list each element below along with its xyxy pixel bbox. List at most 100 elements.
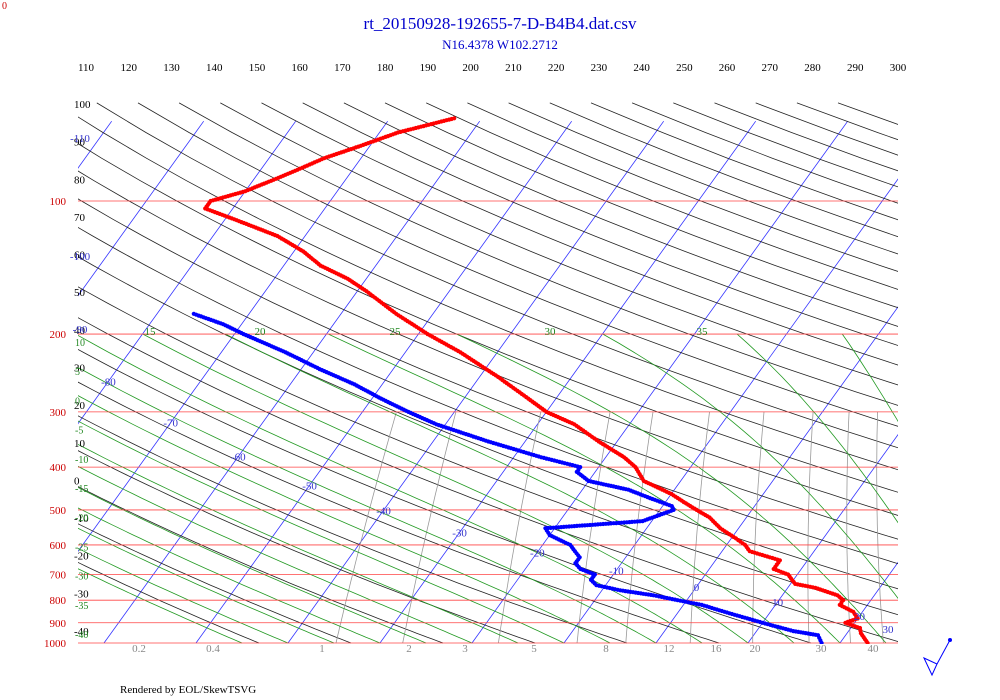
moist-adiabat-label: 15 — [145, 326, 157, 338]
moist-adiabat-label: 30 — [545, 326, 557, 338]
top-axis-tick-label: 170 — [334, 62, 351, 74]
sounding-traces — [191, 116, 870, 644]
top-axis-tick-label: 150 — [249, 62, 266, 74]
mixing-ratio-line — [876, 411, 884, 644]
mixing-ratio-line — [576, 411, 611, 644]
isotherm-value-label: 30 — [883, 624, 895, 636]
render-credit: Rendered by EOL/SkewTSVG — [120, 684, 257, 696]
temperature-trace — [203, 116, 870, 644]
dry-adiabat-line — [78, 317, 898, 642]
moist-adiabat-left-label: -10 — [75, 455, 88, 466]
isotherm-line — [932, 121, 1000, 643]
dry-adiabat-line — [78, 486, 444, 644]
mixing-ratio-line — [807, 411, 814, 644]
isotherm-line — [78, 120, 205, 297]
dry-adiabat-line — [755, 102, 898, 156]
moist-adiabat-left-label: 10 — [75, 338, 85, 349]
moist-adiabat-left-label: 0 — [75, 396, 80, 407]
mixing-ratio-label: 5 — [531, 643, 537, 655]
pressure-tick-label: 200 — [50, 329, 67, 341]
top-axis-tick-label: 180 — [377, 62, 394, 74]
wind-barb — [922, 638, 952, 677]
isotherm-line — [747, 433, 898, 644]
left-axis-value-label: -10 — [74, 513, 89, 525]
mixing-ratio-line — [931, 412, 945, 643]
left-axis-value-label: 10 — [74, 438, 86, 450]
dry-adiabat-line — [78, 348, 812, 644]
moist-adiabat-line — [841, 333, 898, 423]
moist-adiabat-line — [78, 443, 519, 644]
dry-adiabat-line — [78, 450, 536, 644]
mixing-ratio-label: 0.2 — [132, 643, 146, 655]
isotherm-value-label: 20 — [854, 611, 866, 623]
mixing-ratio-label: 3 — [462, 643, 468, 655]
top-axis-tick-label: 290 — [847, 62, 864, 74]
isotherm-line — [655, 306, 898, 644]
isotherm-value-label: -50 — [302, 480, 317, 492]
mixing-ratio-line — [969, 412, 989, 643]
top-axis-tick-label: 200 — [462, 62, 479, 74]
moist-adiabat-left-label: 5 — [75, 367, 80, 378]
isotherm-value-label: -40 — [376, 505, 391, 517]
dry-adiabat-line — [78, 143, 898, 493]
moist-adiabat-left-label: -40 — [75, 630, 88, 641]
top-axis-tick-label: 190 — [420, 62, 437, 74]
left-axis-value-label: -30 — [74, 588, 89, 600]
dry-adiabat-line — [343, 102, 898, 327]
isotherm-value-label: -70 — [163, 418, 178, 430]
dry-adiabat-line — [261, 102, 898, 366]
moist-adiabat-line — [78, 507, 381, 644]
chart-subtitle: N16.4378 W102.2712 — [442, 37, 558, 52]
pressure-tick-label: 400 — [50, 462, 67, 474]
moist-adiabat-line — [328, 333, 841, 644]
chart-title: rt_20150928-192655-7-D-B4B4.dat.csv — [363, 14, 637, 33]
left-axis-value-label: 90 — [74, 137, 86, 149]
pressure-tick-label: 800 — [50, 595, 67, 607]
dry-adiabat-line — [96, 102, 898, 449]
left-axis-value-label: -20 — [74, 551, 89, 563]
isotherm-value-label: -100 — [70, 251, 91, 263]
isotherm-line — [0, 121, 20, 643]
dewpoint-point — [191, 311, 196, 316]
moist-adiabat-line — [736, 333, 898, 524]
top-axis-tick-label: 140 — [206, 62, 223, 74]
moist-adiabat-label: 25 — [390, 326, 402, 338]
pressure-tick-label: 1000 — [44, 638, 67, 650]
left-axis-value-label: 50 — [74, 287, 86, 299]
mixing-ratio-label: 16 — [711, 643, 723, 655]
pressure-tick-label: 900 — [50, 618, 67, 630]
left-axis-value-label: 80 — [74, 174, 86, 186]
mixing-ratio-line — [335, 411, 397, 644]
pressure-tick-label: 100 — [50, 196, 67, 208]
top-axis-tick-label: 300 — [890, 62, 907, 74]
mixing-ratio-label: 1 — [319, 643, 325, 655]
pressure-tick-label: 600 — [50, 540, 67, 552]
moist-adiabat-line — [78, 465, 473, 644]
mixing-ratio-label: 2 — [406, 643, 412, 655]
isotherm-value-label: -10 — [609, 565, 624, 577]
dry-adiabat-line — [549, 102, 898, 238]
top-axis-tick-label: 130 — [163, 62, 180, 74]
mixing-ratio-label: 30 — [816, 643, 828, 655]
isotherm-line — [471, 120, 849, 644]
top-axis-tick-label: 120 — [120, 62, 137, 74]
dry-adiabat-line — [837, 102, 898, 125]
moist-adiabat-line — [78, 568, 243, 644]
top-axis-tick-label: 280 — [804, 62, 821, 74]
top-axis-tick-label: 160 — [291, 62, 308, 74]
left-axis-value-label: 20 — [74, 400, 86, 412]
dry-adiabat-line — [467, 102, 898, 272]
dry-adiabat-line — [78, 116, 898, 471]
pressure-tick-label: 500 — [50, 505, 67, 517]
isotherm-value-label: -80 — [101, 376, 116, 388]
mixing-ratio-label: 20 — [750, 643, 762, 655]
isotherm-line — [379, 120, 757, 644]
isotherm-line — [78, 120, 297, 425]
moist-adiabat-label: 35 — [697, 326, 709, 338]
dry-adiabat-line — [426, 102, 898, 290]
left-axis-value-label: 0 — [74, 475, 80, 487]
mixing-ratio-label: 40 — [868, 643, 880, 655]
moist-adiabat-line — [925, 334, 1000, 643]
moist-adiabat-line — [78, 487, 427, 644]
